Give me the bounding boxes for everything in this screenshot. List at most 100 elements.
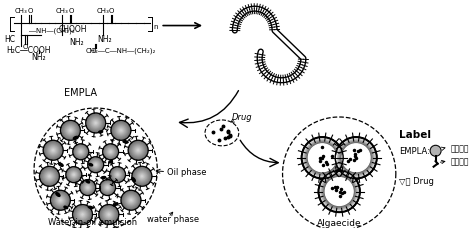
Circle shape — [320, 173, 358, 210]
Ellipse shape — [99, 131, 102, 133]
Circle shape — [128, 140, 148, 160]
Circle shape — [52, 149, 55, 152]
Circle shape — [45, 172, 54, 181]
Circle shape — [126, 196, 136, 205]
Circle shape — [94, 121, 97, 125]
Circle shape — [92, 161, 100, 169]
Circle shape — [106, 186, 109, 189]
Ellipse shape — [132, 177, 135, 182]
Circle shape — [94, 163, 97, 166]
Circle shape — [103, 144, 118, 160]
Circle shape — [129, 141, 147, 159]
Circle shape — [46, 143, 60, 157]
Circle shape — [106, 212, 111, 217]
Circle shape — [88, 115, 103, 131]
Circle shape — [81, 180, 95, 195]
Circle shape — [107, 187, 108, 188]
Circle shape — [67, 167, 81, 182]
FancyArrowPatch shape — [240, 140, 278, 167]
Circle shape — [93, 162, 99, 168]
Text: Algaecide: Algaecide — [317, 219, 362, 228]
Circle shape — [95, 164, 96, 165]
Circle shape — [100, 180, 116, 196]
Text: O: O — [91, 48, 96, 55]
Circle shape — [110, 167, 125, 182]
Ellipse shape — [56, 193, 60, 196]
Circle shape — [135, 147, 142, 154]
Circle shape — [137, 149, 140, 152]
Circle shape — [128, 197, 135, 204]
Circle shape — [53, 192, 68, 208]
Circle shape — [101, 181, 114, 194]
Circle shape — [87, 187, 88, 188]
Circle shape — [342, 144, 370, 172]
Circle shape — [54, 194, 67, 207]
Circle shape — [62, 121, 79, 139]
Circle shape — [61, 120, 81, 140]
Circle shape — [134, 146, 143, 155]
Text: EMPLA: EMPLA — [64, 88, 97, 98]
FancyArrowPatch shape — [180, 91, 238, 127]
Circle shape — [43, 169, 56, 183]
Circle shape — [91, 160, 100, 169]
Circle shape — [68, 128, 73, 133]
Circle shape — [87, 114, 105, 132]
Circle shape — [138, 173, 146, 180]
Circle shape — [85, 185, 91, 191]
Ellipse shape — [64, 206, 68, 209]
Circle shape — [137, 150, 139, 151]
Circle shape — [102, 208, 116, 221]
Text: ―NH―(CH₂)₂: ―NH―(CH₂)₂ — [29, 28, 75, 35]
Circle shape — [120, 130, 121, 131]
Circle shape — [51, 148, 56, 153]
Circle shape — [105, 146, 116, 157]
Circle shape — [70, 171, 78, 178]
Circle shape — [43, 140, 63, 160]
Circle shape — [341, 143, 371, 173]
Ellipse shape — [59, 163, 63, 166]
Circle shape — [139, 174, 145, 179]
Circle shape — [50, 190, 70, 210]
Circle shape — [323, 175, 356, 208]
Circle shape — [78, 149, 84, 155]
Circle shape — [48, 175, 51, 178]
Circle shape — [307, 143, 337, 173]
Circle shape — [116, 173, 119, 176]
Ellipse shape — [109, 161, 112, 163]
Circle shape — [117, 174, 118, 175]
Circle shape — [117, 127, 125, 134]
Circle shape — [303, 139, 341, 177]
Circle shape — [73, 144, 89, 160]
Text: n: n — [153, 24, 158, 30]
Circle shape — [53, 150, 54, 151]
Circle shape — [76, 208, 89, 221]
Circle shape — [69, 170, 78, 179]
Circle shape — [93, 163, 98, 167]
Circle shape — [67, 127, 74, 134]
Circle shape — [109, 167, 126, 183]
Circle shape — [90, 159, 101, 170]
Ellipse shape — [113, 203, 118, 206]
Circle shape — [73, 145, 88, 159]
Circle shape — [70, 130, 71, 131]
Circle shape — [107, 148, 114, 155]
Circle shape — [80, 180, 96, 196]
Text: Label: Label — [399, 130, 431, 140]
Text: O: O — [22, 44, 28, 50]
Circle shape — [69, 129, 72, 132]
Circle shape — [309, 144, 336, 172]
Circle shape — [112, 169, 123, 180]
Circle shape — [66, 126, 75, 135]
Circle shape — [104, 145, 117, 158]
Circle shape — [55, 196, 65, 205]
Text: O: O — [27, 8, 33, 14]
Text: CH₃: CH₃ — [15, 8, 27, 14]
Circle shape — [46, 173, 53, 180]
Circle shape — [52, 191, 69, 209]
Circle shape — [93, 120, 98, 125]
Circle shape — [137, 172, 146, 181]
Circle shape — [123, 192, 139, 208]
Circle shape — [86, 186, 89, 189]
Circle shape — [109, 150, 112, 153]
Circle shape — [47, 174, 52, 179]
